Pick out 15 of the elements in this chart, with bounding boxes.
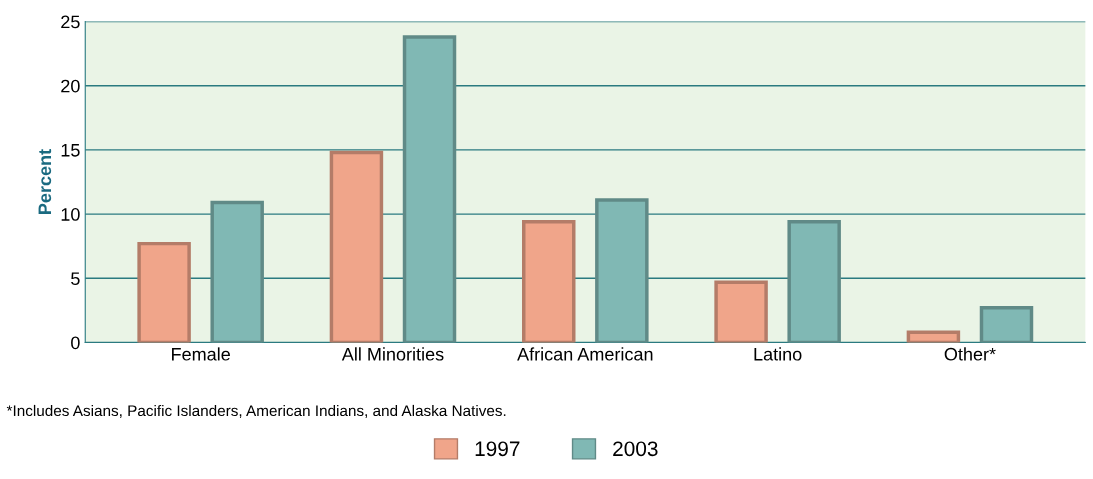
y-tick-label: 25: [61, 15, 80, 29]
y-tick-label: 20: [61, 79, 80, 93]
text: *Includes Asians, Pacific Islanders, American Indians, and Alaska Natives.: [6, 404, 506, 418]
x-tick-label: All Minorities: [341, 347, 444, 361]
legend-label: 1997: [475, 441, 520, 457]
y-tick-label: 0: [71, 336, 80, 350]
x-tick-label: Female: [172, 347, 230, 361]
legend-label: 2003: [613, 441, 658, 457]
y-tick-label: 15: [61, 144, 80, 157]
x-tick-label: African American: [517, 347, 653, 361]
y-tick-label: 10: [61, 208, 80, 221]
x-tick-label: Other*: [944, 347, 996, 361]
y-tick-label: 5: [71, 272, 80, 286]
y-axis-title: Percent: [38, 149, 52, 214]
x-tick-label: Latino: [754, 347, 802, 361]
